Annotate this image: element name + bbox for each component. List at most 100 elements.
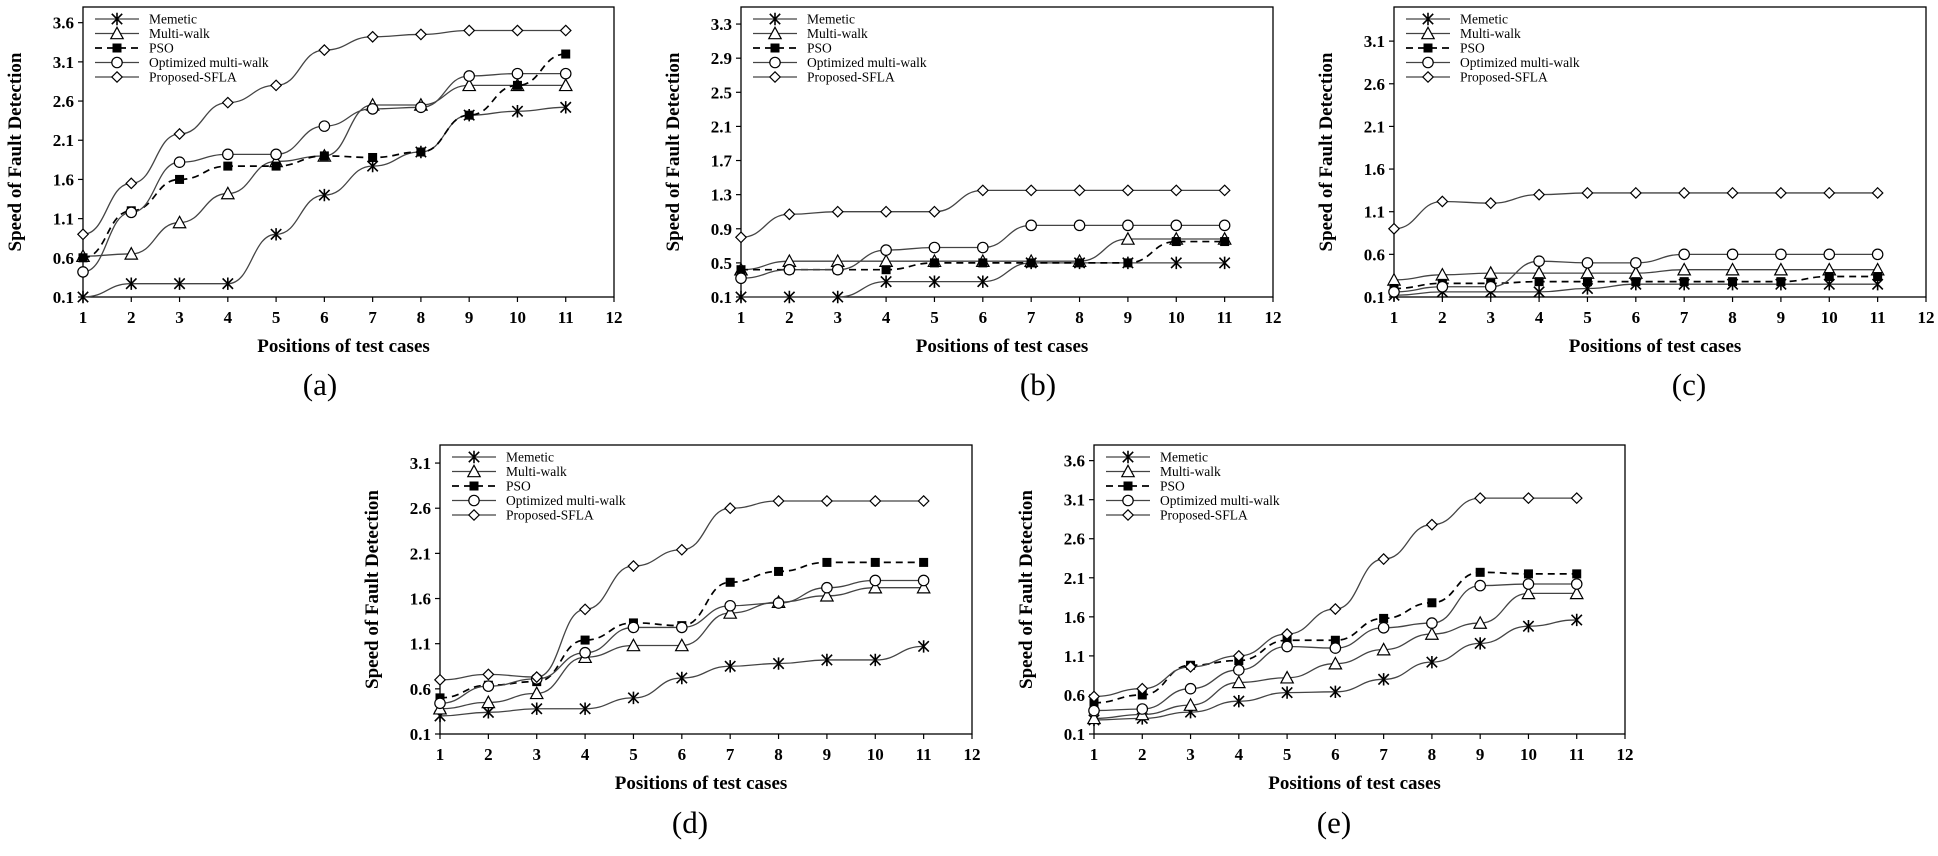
y-tick-label: 2.5 — [711, 83, 732, 102]
panel-caption: (d) — [672, 805, 708, 840]
data-point — [724, 660, 736, 673]
data-point — [1533, 285, 1545, 299]
y-tick-label: 2.6 — [1364, 75, 1385, 94]
legend-label: Proposed-SFLA — [807, 70, 895, 85]
x-tick-label: 12 — [606, 308, 623, 327]
legend-marker — [112, 43, 122, 53]
data-point — [772, 597, 785, 609]
plot-frame — [740, 6, 1274, 298]
x-tick-label: 9 — [465, 308, 474, 327]
data-point — [1570, 613, 1583, 627]
data-point — [1630, 257, 1642, 269]
data-point — [1425, 518, 1438, 531]
data-point — [917, 574, 930, 587]
data-point — [1231, 674, 1247, 689]
data-point — [511, 67, 524, 80]
data-point — [559, 101, 572, 114]
legend-label: Memetic — [506, 450, 554, 465]
legend-marker — [767, 26, 783, 40]
data-point — [1075, 258, 1085, 268]
data-point — [1026, 258, 1036, 268]
legend-label: PSO — [1460, 41, 1485, 56]
data-point — [674, 638, 690, 652]
data-point — [736, 265, 746, 275]
data-point — [125, 177, 138, 190]
data-point — [1474, 637, 1486, 650]
x-tick-label: 3 — [1486, 308, 1495, 327]
x-tick-label: 11 — [916, 745, 932, 764]
x-tick-label: 4 — [1235, 745, 1244, 764]
x-tick-label: 11 — [1217, 308, 1233, 327]
data-point — [1824, 272, 1834, 282]
data-point — [735, 272, 747, 285]
x-tick-label: 2 — [785, 308, 794, 327]
data-point — [1089, 698, 1099, 708]
x-tick-label: 7 — [1379, 745, 1388, 764]
data-point — [414, 28, 427, 41]
data-point — [881, 265, 891, 275]
data-point — [366, 103, 379, 115]
x-tick-label: 11 — [1870, 308, 1886, 327]
data-point — [511, 24, 524, 37]
data-point — [1582, 277, 1592, 287]
legend-marker — [1422, 12, 1434, 26]
y-tick-label: 2.9 — [711, 49, 732, 68]
y-tick-label: 2.1 — [410, 544, 431, 563]
data-point — [821, 653, 833, 667]
legend-marker — [110, 70, 124, 84]
y-tick-label: 1.6 — [410, 590, 431, 609]
x-tick-label: 12 — [1265, 308, 1282, 327]
data-point — [78, 253, 88, 263]
x-tick-label: 2 — [1438, 308, 1447, 327]
y-tick-label: 2.1 — [53, 131, 74, 150]
legend-marker — [1423, 43, 1433, 53]
data-point — [1484, 197, 1497, 210]
y-tick-label: 2.6 — [1064, 530, 1085, 549]
legend-marker — [1122, 450, 1134, 464]
data-point — [318, 120, 331, 132]
data-point — [1170, 256, 1183, 270]
data-point — [530, 671, 543, 684]
data-point — [626, 638, 641, 652]
data-point — [1678, 186, 1691, 199]
x-tick-label: 10 — [509, 308, 526, 327]
x-tick-label: 3 — [532, 745, 541, 764]
legend-label: Multi-walk — [149, 26, 210, 41]
chart-panel-d: 0.10.61.11.62.12.63.11 2 3 4 5 6 7 8 9 10 11 12Posi… — [362, 444, 981, 840]
data-point — [1676, 262, 1692, 276]
x-tick-label: 8 — [417, 308, 426, 327]
x-tick-label: 5 — [1283, 745, 1292, 764]
legend-marker — [466, 464, 482, 478]
data-point — [1725, 262, 1740, 276]
plot-frame — [82, 6, 615, 298]
data-point — [722, 605, 738, 619]
data-point — [1533, 255, 1545, 267]
data-point — [125, 206, 138, 219]
legend-marker — [109, 26, 125, 40]
data-point — [1424, 626, 1440, 640]
x-axis-label: Positions of test cases — [257, 336, 430, 357]
data-point — [1387, 222, 1401, 235]
data-point — [783, 208, 796, 221]
data-point — [734, 231, 748, 244]
x-tick-label: 10 — [1821, 308, 1838, 327]
data-point — [929, 258, 939, 268]
data-point — [1328, 656, 1343, 670]
data-point — [724, 502, 737, 515]
y-tick-label: 1.6 — [1364, 160, 1385, 179]
y-tick-label: 3.6 — [1064, 452, 1085, 471]
legend-label: Memetic — [149, 12, 197, 27]
data-point — [433, 673, 447, 686]
data-point — [1171, 237, 1181, 247]
y-tick-label: 2.1 — [711, 117, 732, 136]
data-point — [221, 96, 234, 109]
y-tick-label: 0.1 — [53, 288, 74, 307]
y-tick-label: 3.3 — [711, 15, 732, 34]
data-point — [1679, 277, 1689, 287]
series-line-multi-walk — [82, 84, 566, 257]
data-point — [1281, 640, 1293, 653]
x-tick-label: 6 — [1331, 745, 1340, 764]
x-tick-label: 7 — [726, 745, 735, 764]
data-point — [1523, 569, 1533, 579]
panel-caption: (a) — [303, 367, 337, 402]
